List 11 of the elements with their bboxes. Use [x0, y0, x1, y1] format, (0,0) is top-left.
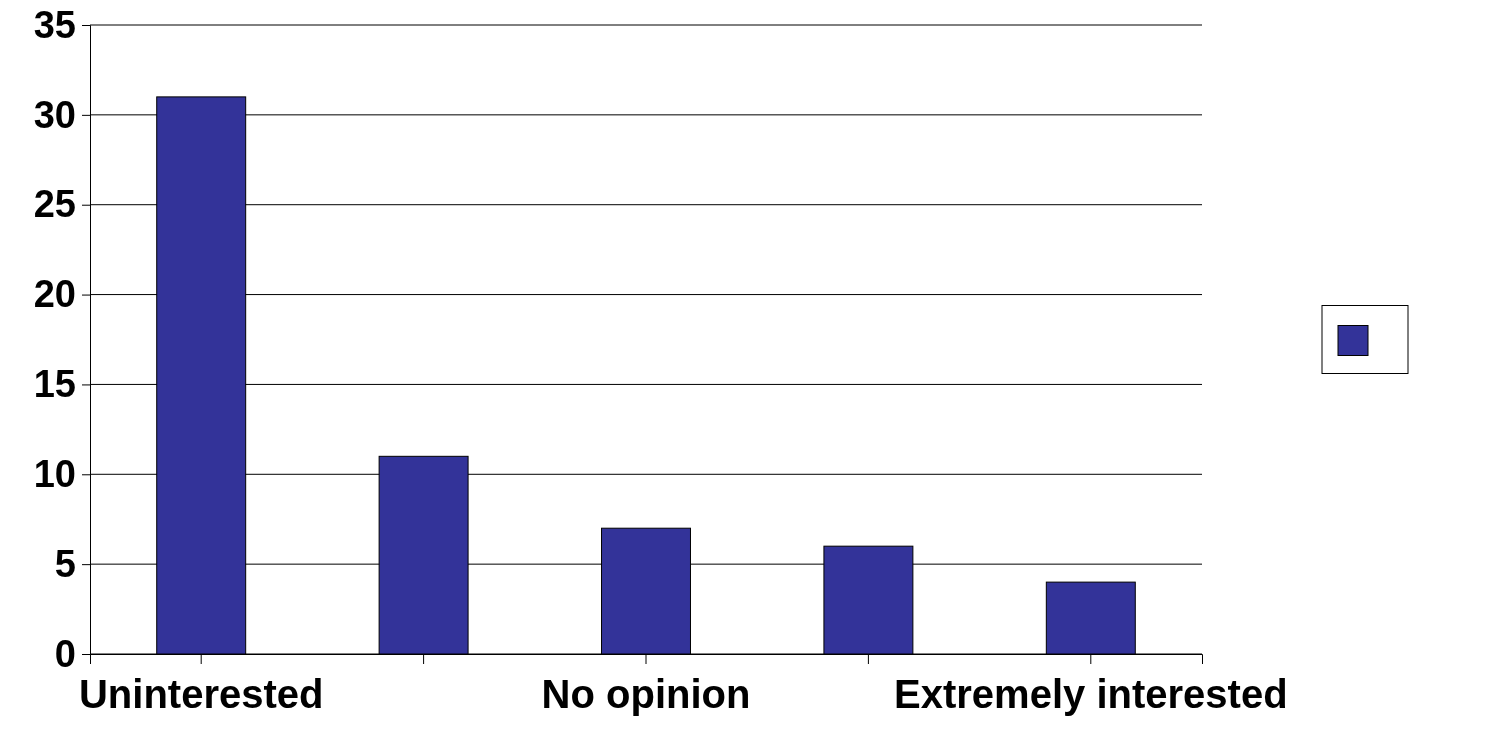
y-tick-label: 25 [33, 183, 76, 226]
y-tick-label: 10 [33, 452, 76, 495]
y-tick-label: 20 [33, 273, 76, 316]
y-tick-label: 5 [54, 542, 76, 585]
x-tick-label: Uninterested [78, 672, 324, 717]
x-tick-label: No opinion [541, 672, 751, 717]
y-tick-label: 0 [54, 632, 76, 675]
y-tick-label: 35 [33, 3, 76, 46]
y-tick-label: 30 [33, 93, 76, 136]
y-tick-label: 15 [33, 363, 76, 406]
x-tick-label: Extremely interested [894, 672, 1288, 717]
